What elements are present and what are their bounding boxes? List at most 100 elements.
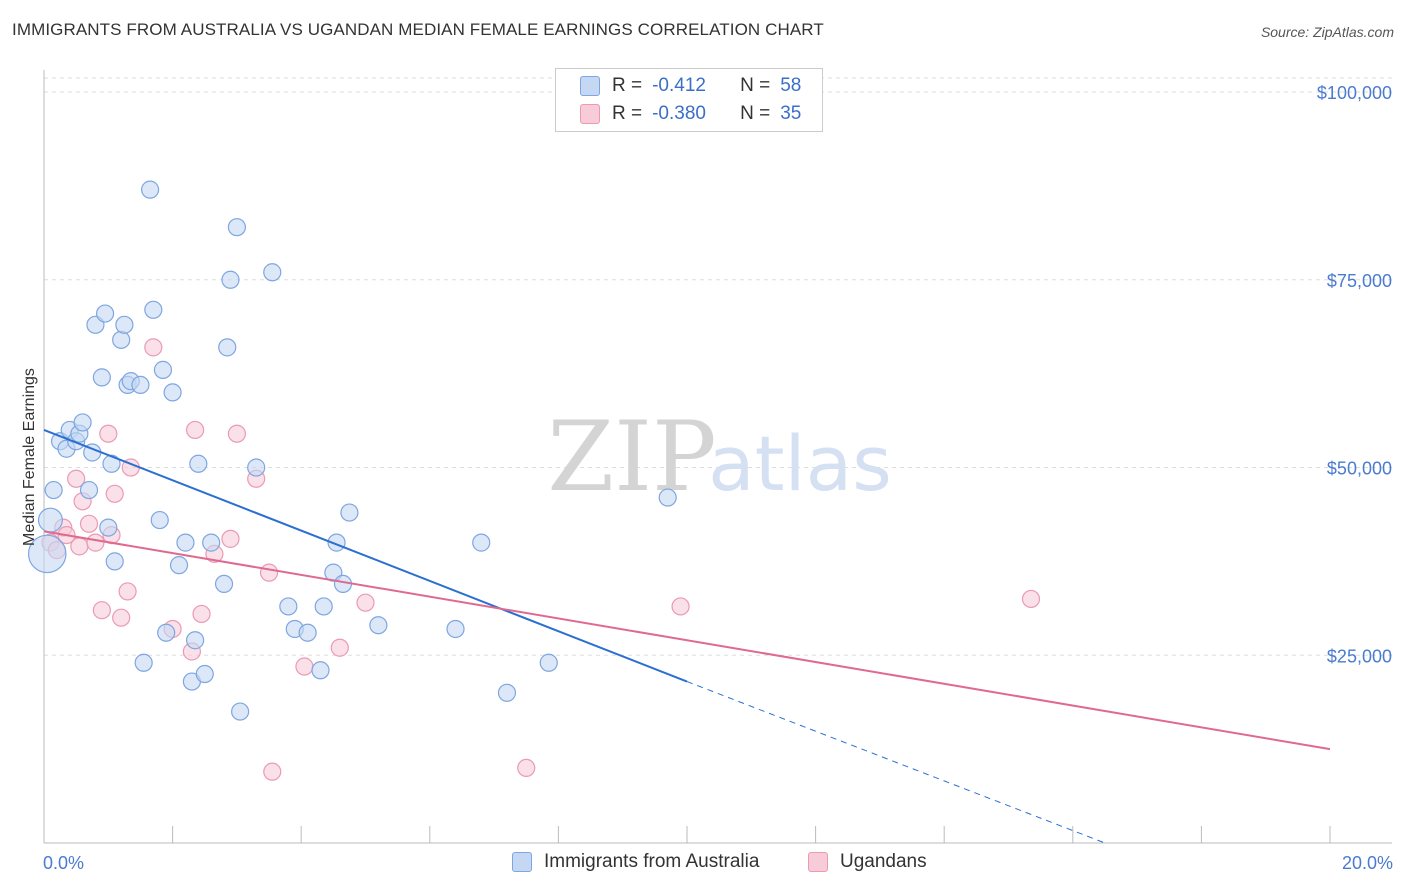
legend-r-value: -0.412 (652, 75, 706, 96)
point-australia-57 (658, 488, 677, 507)
y-tick-label-1: $50,000 (1327, 459, 1392, 479)
point-australia-15 (102, 454, 121, 473)
legend-r-label: R = (612, 103, 643, 124)
y-tick-label-0: $25,000 (1327, 646, 1392, 666)
point-ugandans-8 (86, 533, 105, 552)
point-australia-17 (112, 330, 131, 349)
bottom-legend-ugandans[interactable]: Ugandans (808, 851, 927, 873)
point-australia-8 (73, 413, 92, 432)
trend-line-ugandans (43, 530, 1331, 751)
point-australia-27 (157, 623, 176, 642)
point-australia-18 (115, 315, 134, 334)
point-australia-35 (202, 533, 221, 552)
legend-n-value: 58 (780, 75, 802, 96)
y-tick-label-2: $75,000 (1327, 271, 1392, 291)
point-australia-16 (105, 552, 124, 571)
chart-title: IMMIGRANTS FROM AUSTRALIA VS UGANDAN MED… (12, 20, 824, 39)
point-ugandans-32 (1021, 589, 1041, 609)
point-australia-24 (144, 300, 163, 319)
point-ugandans-10 (99, 424, 118, 443)
bottom-legend-australia[interactable]: Immigrants from Australia (512, 851, 759, 873)
legend-n-value: 35 (780, 103, 802, 124)
point-australia-39 (227, 218, 246, 237)
point-australia-56 (539, 653, 558, 672)
point-ugandans-14 (118, 582, 137, 601)
point-ugandans-12 (105, 484, 124, 503)
point-australia-55 (497, 683, 517, 702)
y-tick-label-3: $100,000 (1317, 83, 1392, 103)
point-ugandans-20 (192, 604, 211, 624)
series-australia-points (27, 180, 677, 721)
point-australia-43 (279, 597, 298, 616)
source-label: Source: ZipAtlas.com (1260, 24, 1394, 40)
y-axis-label: Median Female Earnings (21, 368, 38, 546)
point-australia-13 (95, 304, 115, 323)
point-australia-30 (176, 533, 195, 552)
point-australia-22 (134, 653, 153, 672)
point-australia-54 (472, 533, 491, 552)
legend-row-australia: R = -0.412 N = 58 (580, 73, 801, 99)
point-australia-29 (169, 556, 189, 575)
point-australia-41 (247, 458, 266, 477)
trend-line-australia (43, 429, 688, 683)
point-australia-46 (311, 661, 330, 680)
legend-row-ugandans: R = -0.380 N = 35 (580, 101, 801, 127)
point-ugandans-19 (186, 420, 205, 440)
point-australia-33 (189, 454, 208, 473)
legend-swatch-ugandans (580, 104, 600, 124)
tick-labels: $25,000 $50,000 $75,000 $100,000 0.0% 20.0% (43, 83, 1393, 873)
bottom-legend-swatch-australia (512, 852, 532, 872)
point-ugandans-27 (295, 657, 314, 676)
point-ugandans-29 (356, 593, 375, 612)
point-australia-52 (369, 616, 388, 635)
point-ugandans-5 (70, 537, 89, 556)
point-australia-14 (99, 518, 118, 537)
bottom-legend-label-ugandans: Ugandans (840, 851, 927, 872)
gridlines (44, 77, 1392, 656)
point-australia-40 (231, 702, 250, 721)
point-australia-1 (37, 507, 63, 533)
legend-swatch-australia (580, 76, 600, 96)
point-australia-51 (340, 503, 359, 522)
point-australia-28 (163, 383, 182, 402)
point-ugandans-23 (227, 424, 246, 443)
x-tick-label-min: 0.0% (43, 853, 84, 873)
point-australia-45 (298, 623, 317, 642)
point-ugandans-13 (112, 608, 131, 627)
point-ugandans-4 (67, 469, 86, 488)
axes (43, 70, 1392, 844)
point-australia-32 (186, 631, 205, 650)
point-australia-42 (263, 263, 282, 282)
point-australia-47 (314, 597, 333, 616)
point-australia-26 (153, 360, 173, 379)
point-ugandans-31 (671, 597, 690, 616)
series-ugandans-points (41, 338, 1041, 781)
point-australia-53 (446, 619, 465, 639)
point-ugandans-9 (92, 601, 111, 620)
point-ugandans-28 (330, 638, 349, 657)
point-australia-23 (140, 180, 160, 199)
point-ugandans-25 (259, 563, 279, 582)
point-ugandans-30 (517, 758, 536, 778)
bottom-legend-label-australia: Immigrants from Australia (544, 851, 760, 872)
trend-lines (43, 429, 1331, 844)
point-ugandans-7 (79, 514, 99, 533)
trend-extension-australia (686, 681, 1106, 844)
point-australia-25 (150, 510, 169, 530)
legend-r-label: R = (612, 75, 643, 96)
point-australia-37 (218, 338, 237, 357)
x-tick-label-max: 20.0% (1342, 853, 1393, 873)
legend-n-label: N = (740, 103, 771, 124)
point-australia-9 (79, 480, 99, 500)
watermark-zip: ZIP (547, 401, 716, 513)
point-australia-34 (195, 664, 214, 684)
point-australia-38 (221, 270, 240, 289)
point-ugandans-16 (144, 338, 163, 357)
stats-legend: R = -0.412 N = 58 R = -0.380 N = 35 (555, 68, 823, 132)
watermark-atlas: atlas (708, 419, 892, 508)
point-australia-21 (131, 375, 150, 395)
point-australia-2 (44, 480, 63, 500)
point-australia-36 (214, 574, 234, 594)
point-australia-12 (92, 368, 111, 387)
